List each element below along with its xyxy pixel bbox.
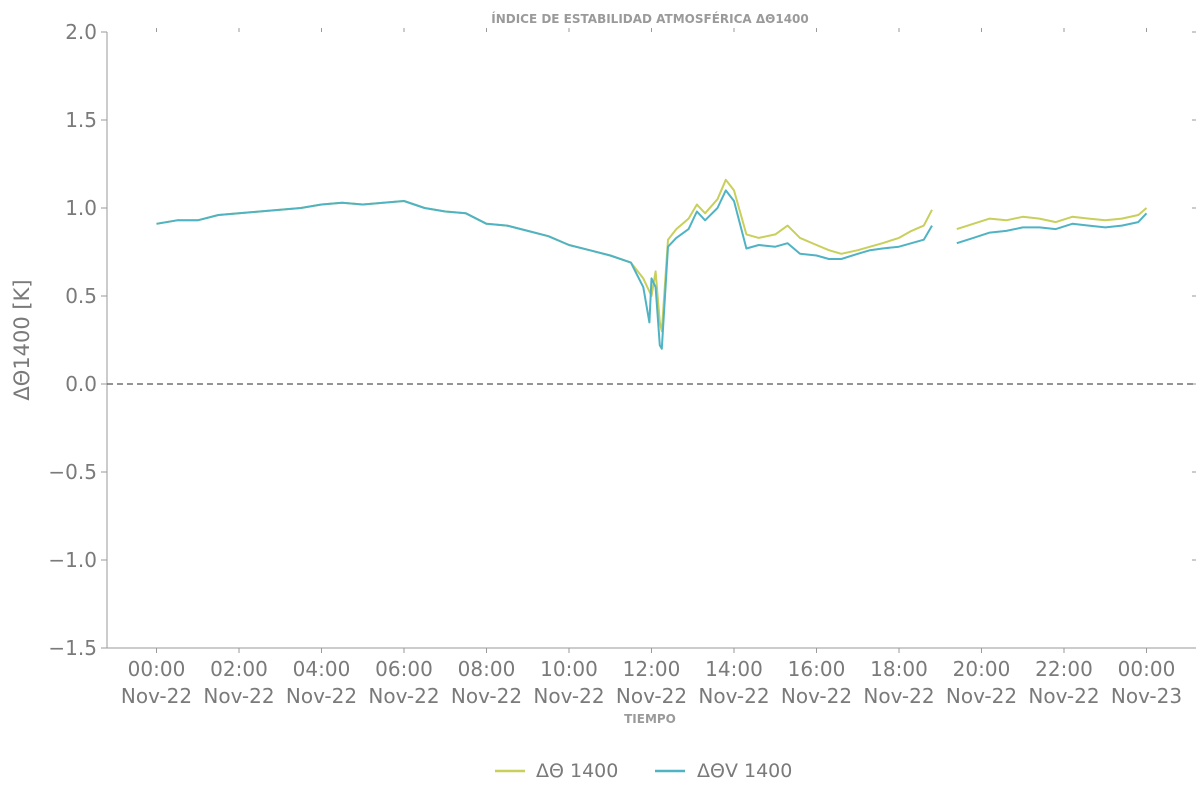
legend-label-theta: ΔΘ 1400 bbox=[536, 760, 618, 782]
x-tick-label-time: 06:00 bbox=[375, 657, 433, 681]
x-tick-label-date: Nov-22 bbox=[451, 684, 522, 708]
y-tick-label: 1.0 bbox=[65, 196, 97, 220]
x-tick-label-time: 08:00 bbox=[458, 657, 516, 681]
y-axis-ticks: 2.0 1.5 1.0 0.5 0.0 −0.5 −1.0 −1.5 bbox=[48, 20, 1196, 660]
x-tick-label-date: Nov-22 bbox=[946, 684, 1017, 708]
x-tick-label-time: 12:00 bbox=[623, 657, 681, 681]
legend: ΔΘ 1400 ΔΘV 1400 bbox=[495, 760, 792, 782]
x-tick-label-time: 10:00 bbox=[540, 657, 598, 681]
x-tick-label-date: Nov-22 bbox=[286, 684, 357, 708]
x-tick-label-date: Nov-23 bbox=[1111, 684, 1182, 708]
y-tick-label: 0.5 bbox=[65, 284, 97, 308]
x-tick-label-time: 04:00 bbox=[293, 657, 351, 681]
x-tick-label-date: Nov-22 bbox=[781, 684, 852, 708]
series-line-0 bbox=[156, 178, 1148, 333]
y-tick-label: 0.0 bbox=[65, 372, 97, 396]
y-tick-label: −0.5 bbox=[48, 460, 97, 484]
series-line-1 bbox=[156, 189, 1148, 350]
x-tick-label-date: Nov-22 bbox=[616, 684, 687, 708]
x-tick-label-date: Nov-22 bbox=[698, 684, 769, 708]
x-tick-label-date: Nov-22 bbox=[1028, 684, 1099, 708]
x-tick-label-time: 14:00 bbox=[705, 657, 763, 681]
y-tick-label: 2.0 bbox=[65, 20, 97, 44]
legend-label-thetav: ΔΘV 1400 bbox=[697, 760, 792, 782]
y-tick-label: −1.0 bbox=[48, 548, 97, 572]
x-tick-label-time: 00:00 bbox=[1118, 657, 1176, 681]
x-tick-label-time: 16:00 bbox=[788, 657, 846, 681]
x-tick-label-date: Nov-22 bbox=[533, 684, 604, 708]
chart-title: ÍNDICE DE ESTABILIDAD ATMOSFÉRICA ΔΘ1400 bbox=[491, 11, 809, 26]
x-tick-label-time: 22:00 bbox=[1035, 657, 1093, 681]
x-tick-label-date: Nov-22 bbox=[121, 684, 192, 708]
x-tick-label-time: 00:00 bbox=[128, 657, 186, 681]
y-tick-label: −1.5 bbox=[48, 636, 97, 660]
x-tick-label-time: 18:00 bbox=[870, 657, 928, 681]
x-tick-label-date: Nov-22 bbox=[368, 684, 439, 708]
x-tick-label-date: Nov-22 bbox=[863, 684, 934, 708]
y-tick-label: 1.5 bbox=[65, 108, 97, 132]
series-group bbox=[156, 178, 1148, 350]
x-tick-label-time: 02:00 bbox=[210, 657, 268, 681]
x-tick-label-time: 20:00 bbox=[953, 657, 1011, 681]
x-axis-label: TIEMPO bbox=[624, 712, 676, 726]
x-tick-label-date: Nov-22 bbox=[203, 684, 274, 708]
y-axis-label: ΔΘ1400 [K] bbox=[10, 279, 34, 400]
x-axis-ticks: 00:00 Nov-22 02:00 Nov-22 04:00 Nov-22 06:00 No… bbox=[121, 28, 1182, 708]
